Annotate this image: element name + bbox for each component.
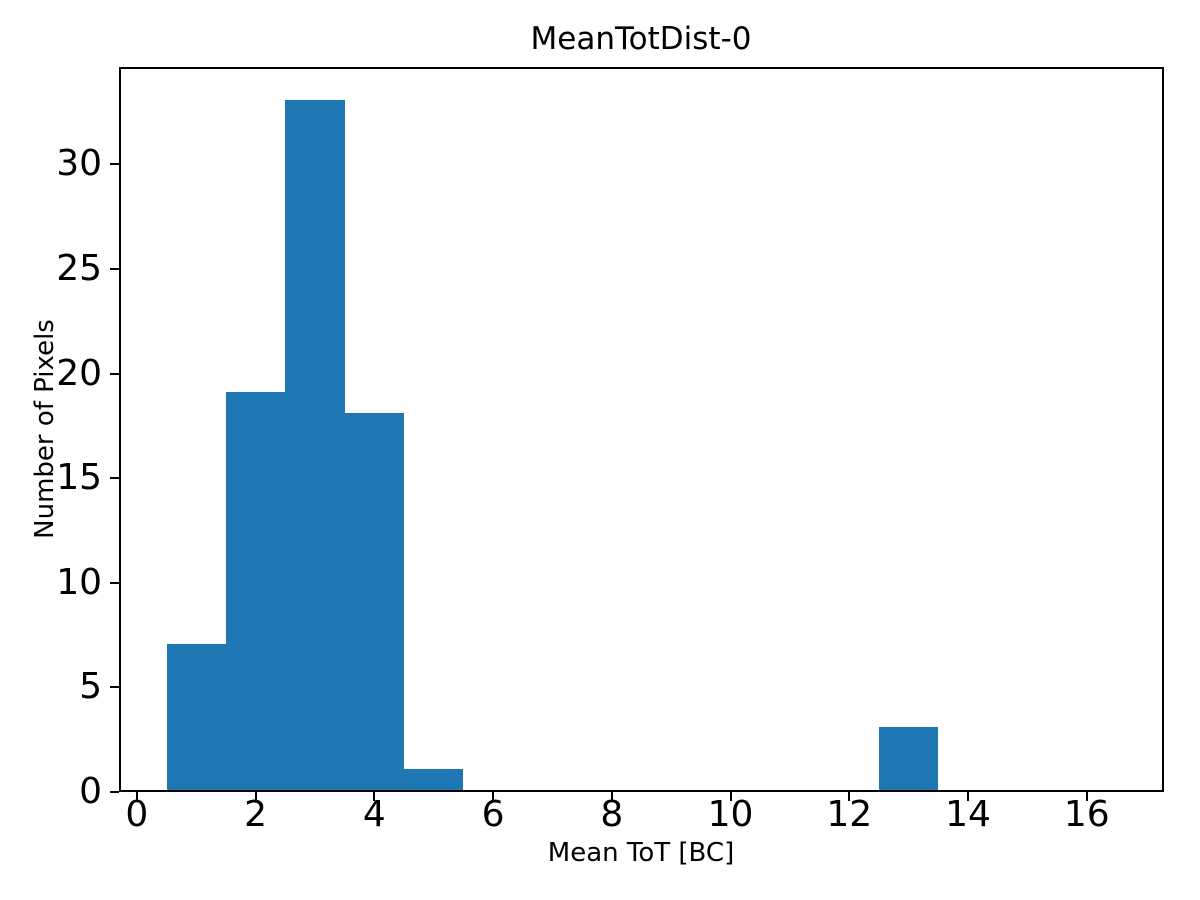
y-tick-label: 20 (56, 352, 102, 394)
x-tick-label: 8 (600, 794, 624, 835)
x-tick-label: 6 (481, 794, 505, 835)
plot-area (119, 67, 1164, 792)
histogram-bar (225, 392, 286, 790)
x-tick-mark (610, 792, 613, 801)
x-tick-label: 10 (707, 794, 754, 835)
x-tick-mark (848, 792, 851, 801)
x-tick-mark (492, 792, 495, 801)
histogram-bar (166, 643, 226, 790)
y-tick-label: 30 (56, 143, 102, 185)
y-tick-label: 10 (56, 561, 102, 603)
y-tick-label: 5 (79, 666, 102, 708)
y-axis-label: Number of Pixels (30, 319, 61, 539)
x-tick-mark (967, 792, 970, 801)
y-tick-mark (110, 163, 119, 166)
y-tick-mark (110, 791, 119, 793)
x-tick-mark (729, 792, 732, 801)
histogram-bar (879, 727, 939, 790)
x-tick-label: 16 (1063, 794, 1110, 835)
y-tick-mark (110, 581, 119, 584)
x-tick-label: 4 (362, 794, 386, 835)
x-axis-label: Mean ToT [BC] (547, 838, 735, 868)
y-tick-mark (110, 686, 119, 689)
x-tick-label: 12 (826, 794, 873, 835)
x-tick-mark (254, 792, 257, 801)
y-tick-mark (110, 372, 119, 375)
histogram-bar (404, 769, 464, 790)
histogram-bar (344, 413, 404, 790)
x-tick-mark (135, 792, 138, 801)
x-tick-mark (373, 792, 376, 801)
chart-title: MeanTotDist-0 (530, 21, 752, 57)
x-tick-label: 0 (125, 794, 149, 835)
histogram-bar (285, 99, 345, 790)
y-tick-label: 25 (56, 248, 102, 290)
x-tick-mark (1085, 792, 1088, 801)
x-tick-label: 2 (244, 794, 268, 835)
y-tick-label: 15 (56, 457, 102, 499)
y-tick-mark (110, 267, 119, 270)
y-tick-mark (110, 477, 119, 480)
bars-layer (121, 69, 1162, 790)
y-tick-label: 0 (79, 771, 102, 813)
x-tick-label: 14 (945, 794, 991, 835)
